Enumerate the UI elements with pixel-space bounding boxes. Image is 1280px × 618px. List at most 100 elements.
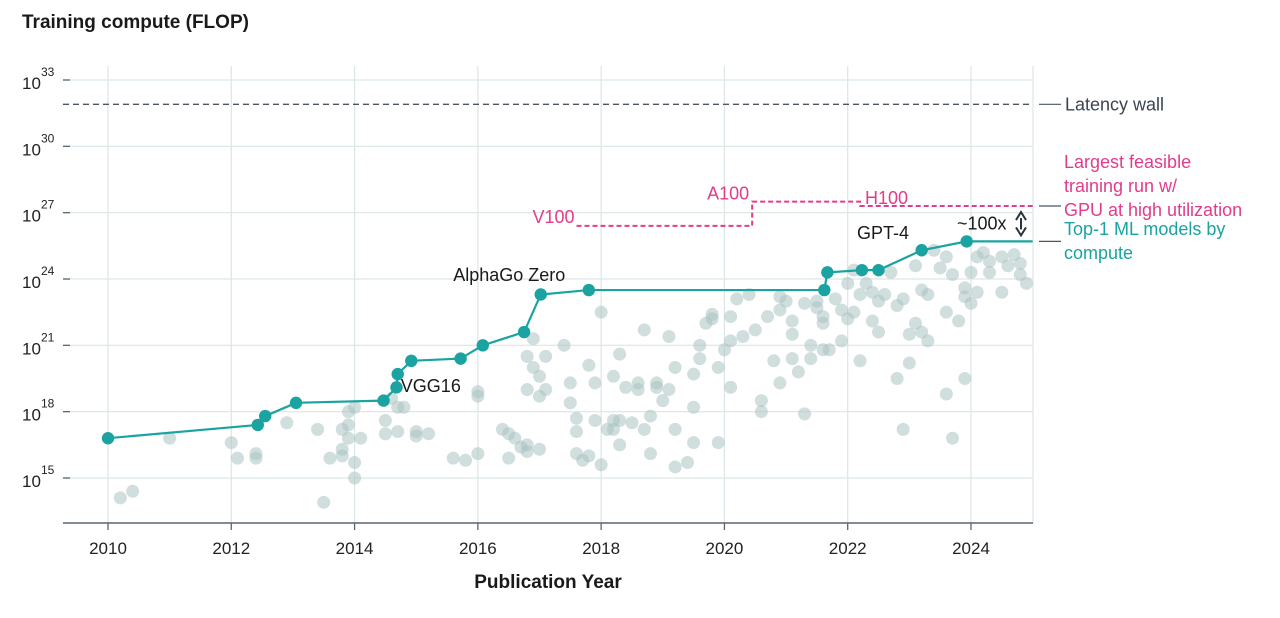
scatter-point xyxy=(705,312,719,326)
scatter-point xyxy=(970,285,984,299)
scatter-point xyxy=(520,383,534,397)
scatter-point xyxy=(804,352,818,366)
scatter-point xyxy=(724,310,738,324)
scatter-point xyxy=(773,376,787,390)
scatter-point xyxy=(502,451,516,465)
scatter-point xyxy=(224,436,238,450)
scatter-point xyxy=(348,471,362,485)
scatter-point xyxy=(335,449,349,463)
scatter-point xyxy=(921,287,935,301)
scatter-point xyxy=(958,372,972,385)
scatter-point xyxy=(902,327,916,341)
scatter-point xyxy=(311,422,325,436)
y-tick-exponent: 27 xyxy=(41,198,55,212)
scatter-point xyxy=(995,285,1009,299)
scatter-point xyxy=(754,405,768,419)
scatter-point xyxy=(1019,276,1033,290)
largest-feasible-label-line: GPU at high utilization xyxy=(1064,200,1242,220)
scatter-point xyxy=(847,305,861,319)
x-ticks: 2010 2012 2014 2016 2018 2020 2022 2024 xyxy=(89,523,990,558)
frontier-point xyxy=(377,394,390,407)
y-tick-exponent: 30 xyxy=(41,131,55,145)
scatter-point xyxy=(668,360,682,374)
scatter-point xyxy=(594,458,608,472)
scatter-point xyxy=(563,396,577,410)
scatter-point xyxy=(249,451,263,465)
scatter-point xyxy=(711,360,725,374)
gap-arrow-head-top xyxy=(1015,210,1027,221)
y-tick-exponent: 24 xyxy=(41,264,55,278)
scatter-point xyxy=(631,383,645,397)
scatter-point xyxy=(822,343,836,357)
scatter-point xyxy=(471,385,485,399)
scatter-point xyxy=(939,305,953,319)
scatter-point xyxy=(921,334,935,348)
scatter-point xyxy=(798,296,812,310)
scatter-point xyxy=(1013,257,1027,271)
gpu-label-a100: A100 xyxy=(707,184,749,204)
y-tick-exponent: 18 xyxy=(41,397,55,411)
scatter-point xyxy=(872,325,886,339)
y-tick-label: 10 xyxy=(22,207,41,226)
scatter-point xyxy=(606,369,620,383)
scatter-point xyxy=(533,369,546,383)
scatter-point xyxy=(126,484,140,498)
scatter-point xyxy=(637,422,651,436)
x-tick-label: 2018 xyxy=(582,539,620,558)
scatter-point xyxy=(687,367,701,381)
frontier-point xyxy=(258,409,272,423)
x-tick-label: 2016 xyxy=(459,539,497,558)
scatter-point xyxy=(939,387,953,401)
scatter-point xyxy=(1001,259,1015,273)
scatter-point xyxy=(952,314,966,328)
scatter-point xyxy=(841,276,855,290)
gpu-label-v100: V100 xyxy=(532,207,574,227)
scatter-point xyxy=(539,349,553,363)
scatter-point xyxy=(785,314,799,328)
scatter-point xyxy=(391,425,405,439)
scatter-point xyxy=(946,268,960,282)
x-tick-label: 2022 xyxy=(829,539,867,558)
gap-label: ~100x xyxy=(957,214,1007,234)
scatter-point xyxy=(693,352,707,366)
scatter-point xyxy=(711,436,725,450)
frontier-point xyxy=(391,367,404,381)
scatter-point xyxy=(754,394,768,408)
scatter-point xyxy=(767,354,781,368)
scatter-point xyxy=(724,380,738,394)
scatter-point xyxy=(533,442,546,456)
scatter-point xyxy=(348,456,362,470)
scatter-point xyxy=(397,400,411,414)
frontier-point xyxy=(454,352,467,365)
scatter-point xyxy=(933,261,947,275)
y-tick-exponent: 15 xyxy=(41,463,55,477)
frontier-point xyxy=(582,283,596,297)
scatter-point xyxy=(446,451,460,465)
scatter-point xyxy=(613,438,627,452)
frontier-point xyxy=(821,266,834,279)
scatter-point xyxy=(964,265,978,279)
scatter-point xyxy=(317,495,331,509)
frontier-point xyxy=(960,235,973,248)
top1-label-line: Top-1 ML models by xyxy=(1064,219,1225,239)
frontier-point xyxy=(476,339,489,352)
scatter-point xyxy=(724,334,738,348)
y-tick-label: 10 xyxy=(22,74,41,93)
frontier-point xyxy=(390,381,403,394)
scatter-point xyxy=(896,422,910,436)
scatter-point xyxy=(909,259,923,273)
scatter-point xyxy=(323,451,337,465)
scatter-point xyxy=(163,431,177,445)
scatter-point xyxy=(520,349,534,363)
scatter-point xyxy=(939,250,953,264)
scatter-point xyxy=(113,491,127,505)
scatter-point xyxy=(736,329,750,343)
scatter-point xyxy=(230,451,244,465)
y-tick-label: 10 xyxy=(22,273,41,292)
x-tick-label: 2014 xyxy=(336,539,374,558)
scatter-point xyxy=(828,292,842,306)
scatter-point xyxy=(680,456,694,470)
scatter-point xyxy=(539,383,553,397)
